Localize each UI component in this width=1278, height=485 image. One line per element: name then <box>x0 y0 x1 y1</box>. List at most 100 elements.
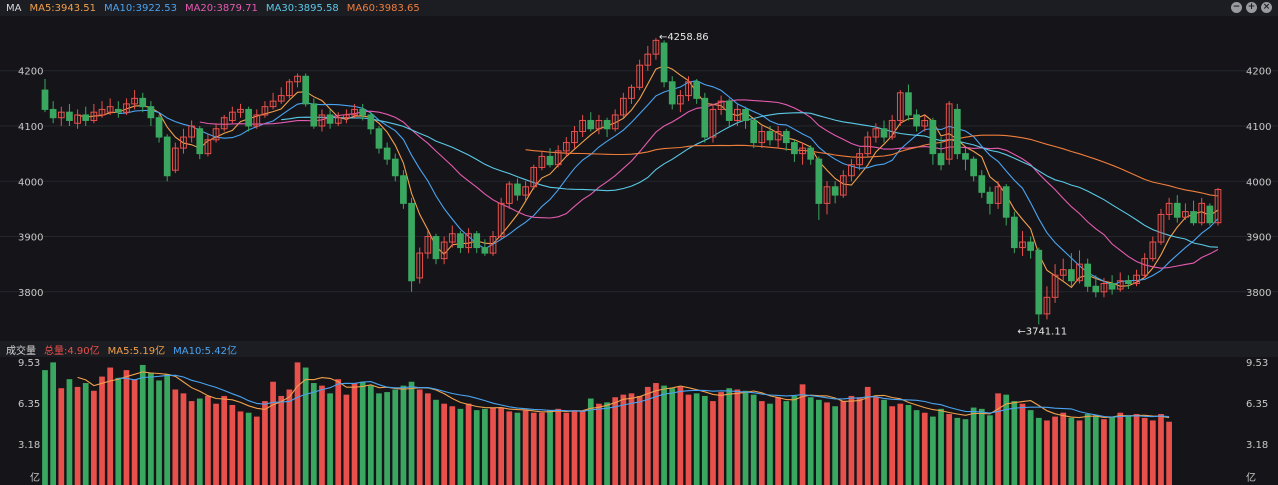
candle <box>253 109 261 129</box>
extreme-annotation-0: ←4258.86 <box>659 32 709 43</box>
ma-legend-item-0: MA5:3943.51 <box>29 2 97 14</box>
volume-bar <box>164 374 171 485</box>
candle <box>497 197 505 240</box>
candle <box>856 148 863 171</box>
candle <box>1190 200 1197 226</box>
volume-bar <box>547 410 553 485</box>
volume-bar <box>905 404 912 485</box>
candle <box>1027 236 1034 259</box>
panel-controls: − + × <box>1231 2 1272 13</box>
candle <box>953 103 961 160</box>
volume-bar <box>758 401 765 485</box>
candle <box>774 126 782 149</box>
candle <box>668 76 676 110</box>
candle <box>636 59 643 91</box>
volume-bar <box>490 407 496 485</box>
close-icon[interactable]: × <box>1261 2 1272 13</box>
candle <box>571 126 578 149</box>
price-tick-right-1: 4100 <box>1246 122 1271 133</box>
candle <box>1035 247 1043 325</box>
ma-legend-item-1: MA10:3922.53 <box>104 2 177 14</box>
volume-bar <box>530 412 537 485</box>
volume-unit-right: 亿 <box>1246 471 1256 484</box>
volume-bar <box>327 393 333 485</box>
candle <box>66 103 73 126</box>
minus-icon[interactable]: − <box>1231 2 1242 13</box>
extreme-annotation-1: ←3741.11 <box>1017 326 1067 337</box>
candle <box>294 73 301 88</box>
candle <box>522 181 529 201</box>
volume-bar <box>319 385 325 485</box>
volume-bar <box>807 397 814 485</box>
candle <box>424 231 432 259</box>
volume-bar <box>1084 414 1091 485</box>
candle <box>896 90 904 126</box>
candle <box>994 181 1002 209</box>
volume-bar <box>115 377 122 485</box>
volume-bar <box>856 397 863 485</box>
volume-bar <box>82 383 89 485</box>
volume-bar <box>482 408 488 485</box>
volume-bar <box>107 367 114 485</box>
volume-bar <box>1117 412 1124 485</box>
volume-ma10-line <box>118 374 1170 418</box>
volume-tick-right-0: 9.53 <box>1246 358 1268 369</box>
volume-bar <box>799 384 806 485</box>
candle <box>978 170 986 198</box>
volume-bar <box>50 362 56 485</box>
plus-icon[interactable]: + <box>1246 2 1257 13</box>
candle <box>440 236 448 265</box>
candle <box>343 109 350 124</box>
candle <box>807 145 815 165</box>
candle <box>848 159 855 182</box>
volume-bar <box>783 401 790 485</box>
volume-bar <box>840 401 847 485</box>
volume-bar <box>970 407 977 485</box>
volume-bar <box>123 370 130 485</box>
candle <box>147 101 155 126</box>
volume-ma-legend-item-0: MA5:5.19亿 <box>107 345 166 357</box>
volume-bar <box>653 383 659 485</box>
candle <box>114 101 122 118</box>
candle <box>123 98 130 115</box>
candle <box>766 126 774 146</box>
volume-bar <box>131 379 138 485</box>
volume-bar <box>791 395 798 485</box>
volume-bar <box>661 385 667 485</box>
candle <box>734 103 741 126</box>
candle <box>432 233 440 265</box>
volume-bar <box>498 407 505 485</box>
volume-legend: 成交量 总量:4.90亿 MA5:5.19亿 MA10:5.42亿 <box>0 341 1278 357</box>
volume-bar <box>612 397 619 485</box>
candle <box>791 139 798 162</box>
volume-bar <box>156 380 162 485</box>
volume-bar <box>294 362 301 485</box>
candle <box>57 106 65 126</box>
candle <box>782 128 790 151</box>
volume-bar <box>1141 417 1148 485</box>
candle <box>611 109 619 132</box>
candle <box>229 106 236 124</box>
volume-bar <box>938 408 944 485</box>
volume-bar <box>693 393 700 485</box>
price-tick-left-0: 4200 <box>18 67 43 78</box>
volume-bar <box>270 381 276 485</box>
price-tick-right-4: 3800 <box>1246 288 1271 299</box>
volume-bar <box>213 403 219 485</box>
volume-bar <box>433 399 439 485</box>
volume-bar <box>946 414 953 485</box>
volume-bar <box>563 412 570 485</box>
volume-bar <box>930 416 936 485</box>
candle <box>310 98 318 129</box>
volume-bar <box>74 386 81 485</box>
candle <box>872 123 880 143</box>
volume-bar <box>555 408 562 485</box>
volume-tick-left-2: 3.18 <box>18 440 40 451</box>
volume-bar <box>253 416 260 485</box>
volume-chart: 9.53 9.53 6.35 6.35 3.18 3.18 亿 亿 <box>18 358 1268 485</box>
volume-bar <box>1003 394 1010 485</box>
candle <box>986 186 994 215</box>
candle <box>408 197 415 292</box>
candle <box>1173 195 1181 223</box>
volume-bar <box>987 415 993 485</box>
